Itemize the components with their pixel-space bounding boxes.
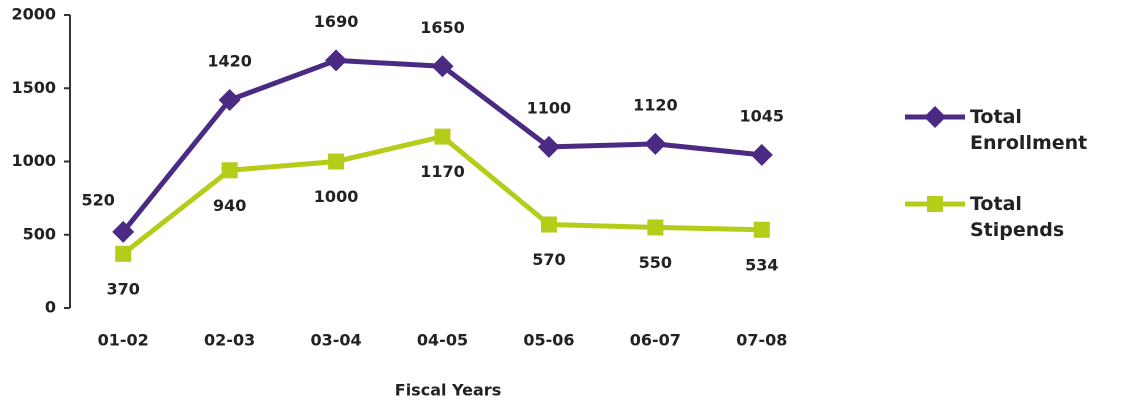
data-label: 1120 [633, 95, 678, 114]
data-label: 940 [213, 196, 246, 215]
data-label: 1420 [207, 51, 252, 70]
marker [325, 49, 348, 72]
y-tick-label: 1000 [11, 151, 56, 170]
data-label: 534 [745, 255, 778, 274]
data-label: 1690 [314, 12, 359, 31]
marker [753, 221, 770, 238]
marker [115, 245, 132, 262]
data-label: 1000 [314, 187, 359, 206]
y-tick-label: 2000 [11, 5, 56, 24]
x-tick-label: 06-07 [630, 331, 681, 350]
data-label: 570 [532, 250, 565, 269]
x-tick-label: 07-08 [736, 331, 787, 350]
data-label: 1170 [420, 162, 465, 181]
data-label: 1045 [740, 106, 785, 125]
x-tick-label: 03-04 [310, 331, 361, 350]
marker [644, 132, 667, 155]
data-label: 370 [107, 279, 140, 298]
marker [924, 106, 946, 128]
marker [647, 219, 664, 236]
marker [927, 196, 943, 212]
y-tick-label: 500 [23, 224, 56, 243]
data-label: 520 [82, 190, 115, 209]
x-tick-label: 01-02 [98, 331, 149, 350]
y-tick-label: 0 [45, 298, 56, 317]
legend-label: Total Stipends [970, 193, 1065, 241]
marker [434, 128, 451, 145]
x-tick-label: 04-05 [417, 331, 468, 350]
data-label: 550 [639, 253, 672, 272]
x-tick-label: 02-03 [204, 331, 255, 350]
x-axis-label: Fiscal Years [395, 381, 501, 400]
marker [431, 55, 454, 78]
marker [221, 162, 238, 179]
x-tick-label: 05-06 [523, 331, 574, 350]
data-label: 1650 [420, 18, 465, 37]
data-label: 1100 [527, 98, 572, 117]
marker [218, 88, 241, 111]
marker [540, 216, 557, 233]
marker [537, 135, 560, 158]
marker [112, 220, 135, 243]
legend-label: Total Enrollment [970, 106, 1088, 154]
marker [328, 153, 345, 170]
marker [750, 143, 773, 166]
y-tick-label: 1500 [11, 78, 56, 97]
